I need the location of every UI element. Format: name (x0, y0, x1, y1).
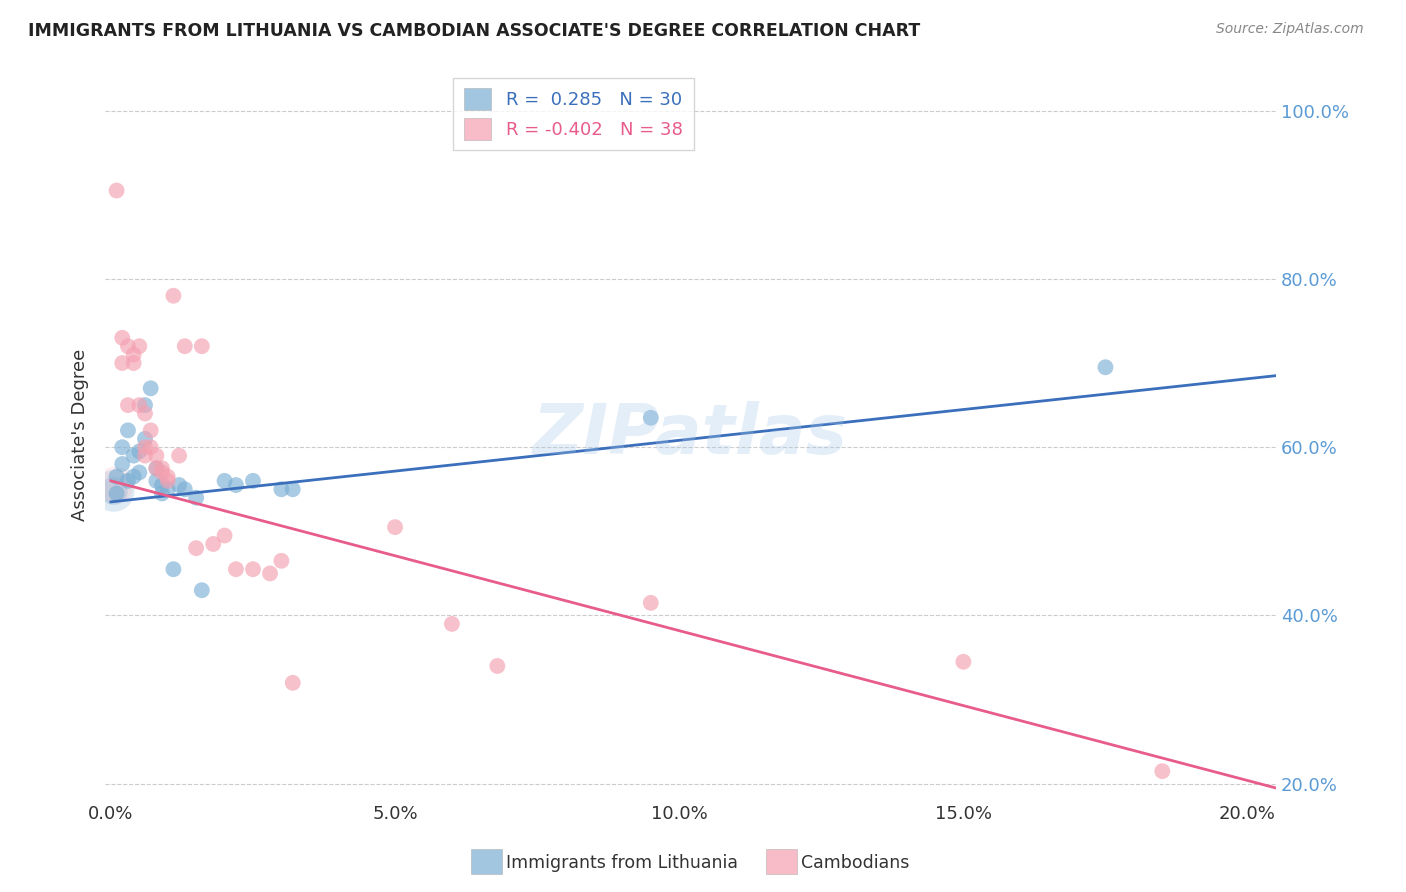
Point (162, 289, 184, 303)
Text: Immigrants from Lithuania: Immigrants from Lithuania (506, 854, 738, 871)
Point (111, 331, 134, 345)
Point (173, 483, 195, 497)
Point (134, 398, 156, 412)
Point (186, 491, 208, 505)
Point (202, 537, 225, 551)
Point (167, 478, 190, 492)
Point (122, 469, 145, 483)
Point (139, 440, 162, 454)
Point (111, 440, 134, 454)
Point (122, 356, 145, 370)
Point (117, 339, 139, 353)
Point (104, 478, 127, 492)
Point (145, 474, 167, 488)
Point (117, 398, 139, 412)
Point (225, 562, 247, 576)
Point (103, 483, 125, 498)
Point (134, 432, 156, 446)
Point (173, 339, 195, 353)
Point (167, 449, 190, 463)
Point (214, 528, 236, 542)
Point (156, 469, 179, 483)
Point (128, 466, 150, 480)
Point (134, 449, 156, 463)
Point (384, 520, 406, 534)
Point (186, 541, 208, 556)
Point (111, 356, 134, 370)
Point (105, 469, 128, 483)
Point (117, 423, 139, 437)
Point (1094, 360, 1116, 375)
Point (150, 466, 173, 480)
Legend: R =  0.285   N = 30, R = -0.402   N = 38: R = 0.285 N = 30, R = -0.402 N = 38 (454, 78, 693, 151)
Point (156, 474, 179, 488)
Point (139, 423, 162, 437)
Point (225, 478, 247, 492)
Point (270, 483, 292, 497)
Point (117, 474, 139, 488)
Point (640, 410, 662, 425)
Point (952, 655, 974, 669)
Point (122, 348, 145, 362)
Point (150, 461, 173, 475)
Point (191, 583, 214, 598)
Point (128, 398, 150, 412)
Point (270, 554, 292, 568)
Point (156, 483, 179, 497)
Point (242, 474, 264, 488)
Point (105, 184, 128, 198)
Point (640, 596, 662, 610)
Text: Cambodians: Cambodians (801, 854, 910, 871)
Point (139, 381, 162, 395)
Point (145, 461, 167, 475)
Point (145, 449, 167, 463)
Point (1152, 764, 1174, 779)
Text: Source: ZipAtlas.com: Source: ZipAtlas.com (1216, 22, 1364, 37)
Point (150, 486, 173, 500)
Point (103, 483, 125, 498)
Text: ZIPatlas: ZIPatlas (533, 401, 848, 468)
Point (440, 616, 463, 631)
Point (281, 483, 304, 497)
Point (145, 461, 167, 475)
Point (191, 339, 214, 353)
Point (150, 478, 173, 492)
Point (242, 562, 264, 576)
Point (281, 675, 304, 690)
Point (128, 339, 150, 353)
Point (259, 566, 281, 581)
Point (134, 440, 156, 454)
Point (486, 659, 509, 673)
Point (214, 474, 236, 488)
Point (122, 449, 145, 463)
Text: IMMIGRANTS FROM LITHUANIA VS CAMBODIAN ASSOCIATE'S DEGREE CORRELATION CHART: IMMIGRANTS FROM LITHUANIA VS CAMBODIAN A… (28, 22, 921, 40)
Point (111, 457, 134, 471)
Point (105, 486, 128, 500)
Y-axis label: Associate's Degree: Associate's Degree (72, 349, 89, 521)
Point (128, 444, 150, 458)
Point (162, 562, 184, 576)
Point (134, 407, 156, 421)
